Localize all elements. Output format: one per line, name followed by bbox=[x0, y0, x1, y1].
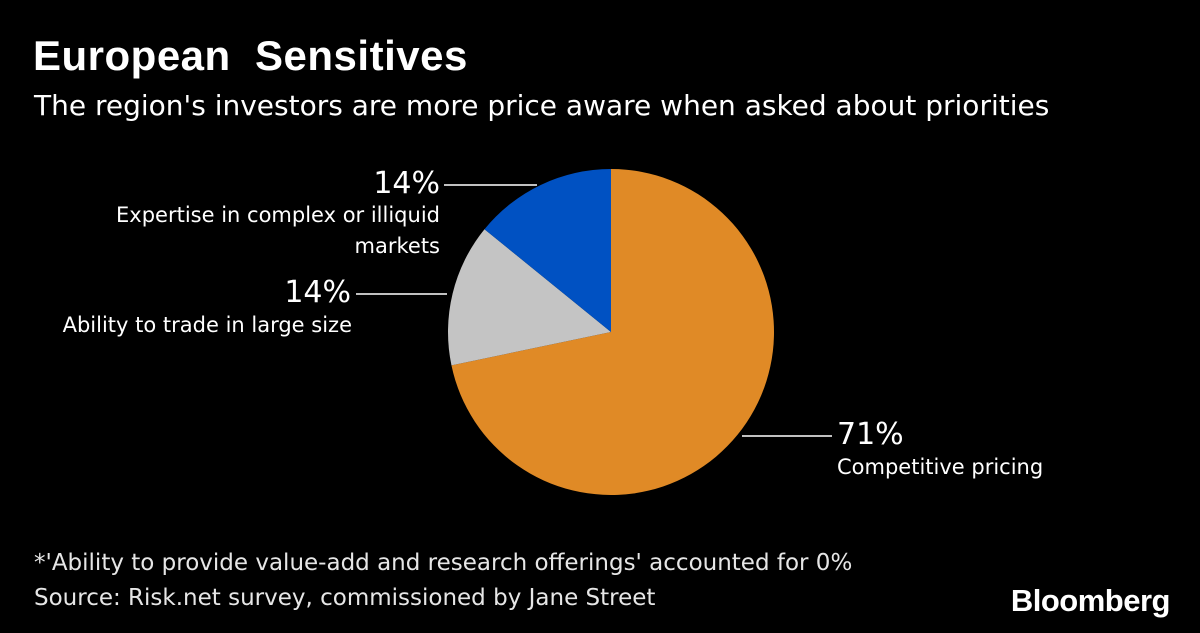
category-label-expertise-in-complex-or-illiquid-markets: Expertise in complex or illiquid bbox=[116, 203, 440, 227]
bloomberg-logo: Bloomberg bbox=[1010, 583, 1171, 618]
category-label-ability-to-trade-in-large-size: Ability to trade in large size bbox=[63, 313, 352, 337]
category-label-expertise-in-complex-or-illiquid-markets: markets bbox=[355, 234, 440, 258]
category-label-competitive-pricing: Competitive pricing bbox=[837, 455, 1043, 479]
pie-slice-ability-to-trade-in-large-size bbox=[448, 229, 611, 366]
pie-slice-expertise-in-complex-or-illiquid-markets bbox=[484, 169, 611, 332]
source-note: Source: Risk.net survey, commissioned by… bbox=[34, 585, 656, 611]
value-label-competitive-pricing: 71% bbox=[837, 417, 904, 452]
pie-slice-competitive-pricing bbox=[451, 169, 775, 495]
chart-subtitle: The region's investors are more price aw… bbox=[34, 89, 1050, 122]
value-label-expertise-in-complex-or-illiquid-markets: 14% bbox=[373, 166, 440, 201]
chart-title: European Sensitives bbox=[33, 32, 468, 79]
footnote: *'Ability to provide value-add and resea… bbox=[34, 550, 853, 576]
value-label-ability-to-trade-in-large-size: 14% bbox=[284, 275, 351, 310]
